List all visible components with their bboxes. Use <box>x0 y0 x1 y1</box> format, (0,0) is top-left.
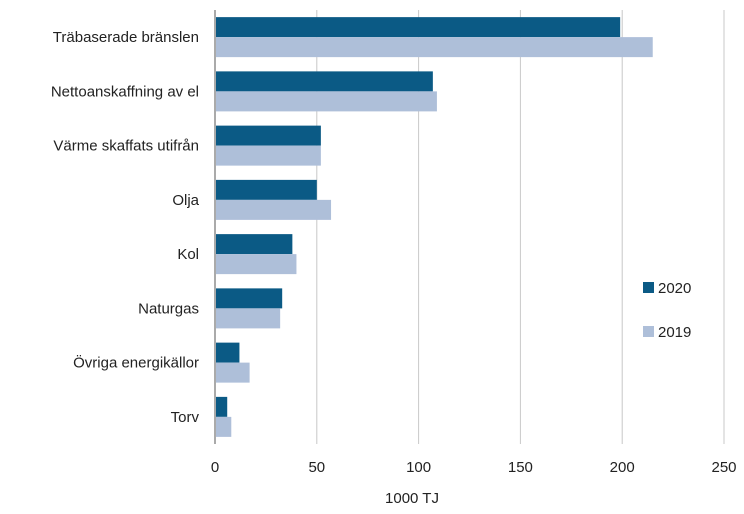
bars <box>216 17 653 437</box>
bar-2019 <box>216 308 281 329</box>
x-tick-label: 250 <box>711 459 736 476</box>
category-labels: Träbaserade bränslen Nettoanskaffning av … <box>51 29 200 426</box>
bar-2019 <box>216 37 653 58</box>
category-label: Kol <box>177 246 199 263</box>
category-label: Naturgas <box>138 300 199 317</box>
x-tick-label: 0 <box>211 459 219 476</box>
category-label: Nettoanskaffning av el <box>51 83 199 100</box>
bar-2020 <box>216 179 317 200</box>
x-tick-label: 100 <box>406 459 431 476</box>
category-label: Värme skaffats utifrån <box>53 138 199 155</box>
bar-2020 <box>216 17 621 38</box>
legend-swatch-2020 <box>643 282 654 293</box>
legend: 2020 2019 <box>643 280 691 341</box>
bar-2019 <box>216 362 250 383</box>
bar-2019 <box>216 254 297 275</box>
category-label: Övriga energikällor <box>73 354 199 372</box>
legend-label: 2020 <box>658 280 691 297</box>
category-label: Olja <box>172 192 199 209</box>
x-tick-label: 50 <box>308 459 325 476</box>
category-label: Träbaserade bränslen <box>53 29 199 46</box>
bar-2020 <box>216 234 293 255</box>
bar-2019 <box>216 416 232 437</box>
legend-label: 2019 <box>658 324 691 341</box>
bar-2020 <box>216 71 433 92</box>
bar-2019 <box>216 145 321 166</box>
x-tick-labels: 0 50 100 150 200 250 <box>211 459 737 476</box>
bar-2020 <box>216 288 283 309</box>
bar-2020 <box>216 342 240 363</box>
category-label: Torv <box>171 409 200 426</box>
bar-2020 <box>216 125 321 146</box>
x-axis-title: 1000 TJ <box>385 490 439 507</box>
legend-swatch-2019 <box>643 326 654 337</box>
bar-2019 <box>216 199 332 220</box>
bar-2020 <box>216 396 228 417</box>
bar-2019 <box>216 91 437 112</box>
x-tick-label: 150 <box>508 459 533 476</box>
x-tick-label: 200 <box>610 459 635 476</box>
